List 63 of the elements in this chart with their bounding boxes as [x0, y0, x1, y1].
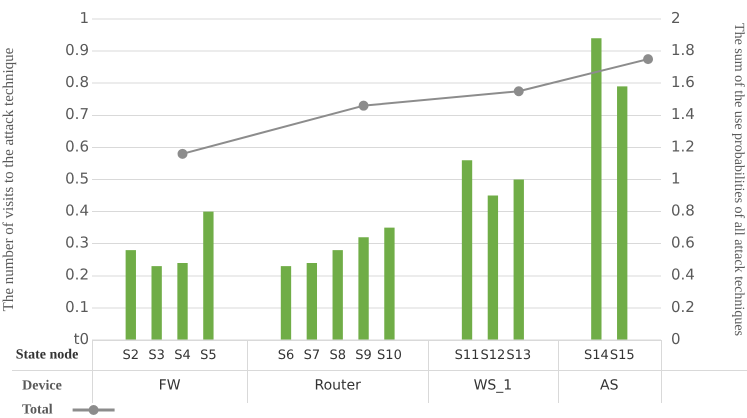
bar: [332, 250, 343, 340]
x-tick-label: S14: [584, 348, 609, 364]
y-tick-label: 0.6: [65, 137, 89, 156]
y-tick-label: 0.4: [65, 201, 89, 220]
bar: [280, 266, 292, 340]
bar: [488, 196, 498, 340]
x-tick-label: S7: [304, 348, 320, 364]
x-tick-label: S4: [174, 348, 191, 364]
y2-tick-label: 0.8: [671, 201, 695, 220]
point: [643, 54, 654, 64]
x-tick-label: S12: [480, 348, 506, 364]
y2-tick-label: 1.6: [671, 73, 695, 92]
bar: [384, 228, 395, 340]
y2-tick-label: 0.2: [671, 298, 695, 316]
y-tick-label: 0.1: [65, 298, 89, 316]
y2-tick-label: 1.2: [671, 137, 695, 156]
x-tick-label: S9: [355, 348, 372, 364]
y-axis-title: The number of visits to the attack technique: [0, 47, 17, 312]
x-tick-label: S3: [148, 348, 165, 364]
point: [178, 148, 188, 159]
text: WS_1: [474, 378, 512, 394]
x-axis-title: State node: [16, 348, 78, 363]
bar: [177, 262, 188, 340]
text: FW: [158, 378, 181, 394]
y2-tick-label: 0.4: [671, 266, 695, 284]
x-tick-label: S11: [454, 348, 480, 364]
x-tick-label: S2: [122, 348, 140, 364]
text: AS: [600, 378, 619, 394]
x-tick-label: S5: [200, 348, 217, 364]
y2-tick-label: 1: [671, 169, 681, 188]
bar: [591, 38, 602, 340]
bar: [358, 237, 369, 340]
x-tick-label: S15: [610, 348, 635, 364]
y2-tick-label: 1.4: [671, 105, 695, 124]
y-tick-label: 1: [79, 8, 89, 27]
x-tick-label: S13: [506, 348, 532, 364]
bar: [126, 250, 136, 340]
y-tick-label: 0.7: [65, 105, 89, 124]
bar: [462, 160, 472, 340]
bar: [203, 212, 214, 340]
y-tick-label: t0: [74, 330, 89, 348]
x-tick-label: S10: [377, 348, 402, 364]
y2-tick-label: 0.6: [671, 234, 695, 252]
y2-tick-label: 1.8: [671, 40, 695, 59]
x-tick-label: S6: [278, 348, 294, 364]
point: [358, 100, 369, 111]
text: Device: [22, 378, 62, 394]
y2-tick-label: 0: [671, 330, 681, 348]
y-tick-label: 0.9: [65, 40, 89, 59]
bar: [514, 180, 524, 340]
y2-axis-title: The sum of the use probabilities of all attack techniques: [730, 23, 746, 336]
y-tick-label: 0.2: [65, 266, 89, 284]
y2-tick-label: 2: [671, 8, 681, 27]
bar: [306, 262, 318, 340]
y-tick-label: 0.5: [65, 169, 89, 188]
bar: [617, 86, 628, 340]
point: [514, 86, 524, 96]
bar: [151, 266, 162, 340]
y-tick-label: 0.3: [65, 234, 89, 252]
legend-label: Total: [22, 402, 53, 418]
x-tick-label: S8: [329, 348, 346, 364]
y-tick-label: 0.8: [65, 73, 89, 92]
text: Router: [314, 378, 362, 394]
